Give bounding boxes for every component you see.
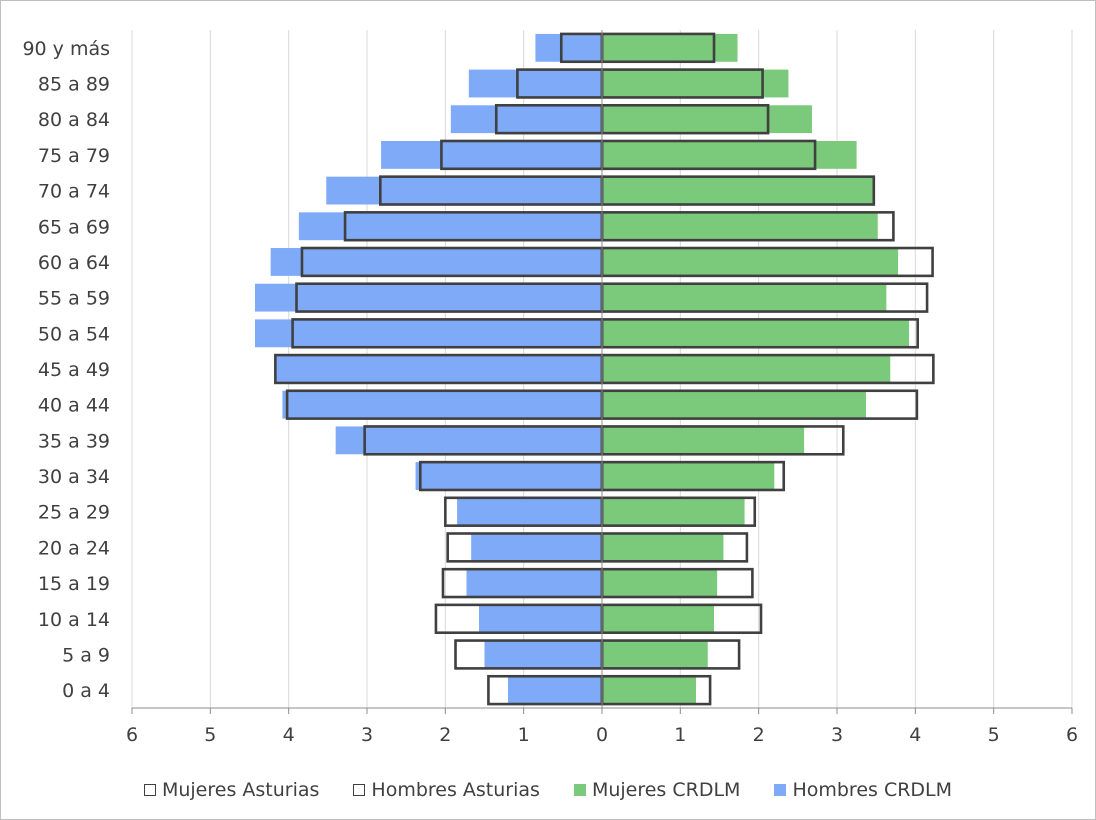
bar	[254, 319, 602, 348]
age-group-label: 85 a 89	[38, 74, 110, 96]
bar	[602, 426, 805, 455]
x-tick-label: 4	[909, 724, 921, 746]
bar	[282, 390, 602, 419]
legend: Mujeres Asturias Hombres Asturias Mujeres …	[0, 776, 1096, 804]
legend-swatch	[143, 784, 156, 796]
age-group-label: 20 a 24	[38, 537, 110, 559]
x-tick-label: 4	[283, 724, 295, 746]
age-group-label: 40 a 44	[38, 395, 110, 417]
x-tick-label: 5	[988, 724, 1000, 746]
legend-label: Mujeres Asturias	[161, 779, 320, 801]
bar	[602, 140, 857, 169]
bar	[602, 105, 812, 134]
bar	[335, 426, 602, 455]
bar	[602, 176, 874, 205]
x-tick-label: 3	[831, 724, 843, 746]
age-group-label: 75 a 79	[38, 145, 110, 167]
age-group-label: 60 a 64	[38, 252, 110, 274]
bar	[457, 497, 602, 526]
age-group-label: 65 a 69	[38, 216, 110, 238]
legend-label: Hombres CRDLM	[792, 779, 953, 801]
bar	[602, 390, 866, 419]
legend-item: Hombres CRDLM	[774, 779, 952, 801]
age-group-label: 45 a 49	[38, 359, 110, 381]
bar	[602, 533, 724, 562]
x-tick-label: 5	[204, 724, 216, 746]
x-tick-label: 2	[753, 724, 765, 746]
bar	[468, 69, 602, 98]
bar	[254, 283, 602, 312]
bar	[602, 462, 775, 490]
legend-swatch	[353, 784, 366, 796]
bar	[326, 176, 602, 205]
bar	[602, 497, 745, 526]
age-group-label: 15 a 19	[38, 573, 110, 595]
x-tick-label: 0	[596, 724, 608, 746]
bar	[471, 533, 602, 562]
category-labels: 0 a 4 5 a 9 10 a 14 15 a 19 20 a 24 25 a 29 30…	[22, 38, 110, 702]
bar	[602, 319, 910, 348]
age-group-label: 10 a 14	[38, 609, 110, 631]
x-tick-label: 1	[518, 724, 530, 746]
bar	[602, 604, 715, 633]
bar	[602, 69, 789, 98]
x-tick-label: 6	[1066, 724, 1078, 746]
bar	[450, 105, 602, 134]
age-group-label: 70 a 74	[38, 181, 110, 203]
bar	[602, 569, 718, 598]
age-group-label: 25 a 29	[38, 502, 110, 524]
age-group-label: 5 a 9	[62, 644, 110, 666]
age-group-label: 50 a 54	[38, 323, 110, 345]
bar	[602, 248, 899, 276]
age-group-label: 35 a 39	[38, 430, 110, 452]
bar	[602, 676, 696, 705]
bar	[535, 33, 602, 62]
filled-bars	[254, 33, 910, 705]
bar	[602, 355, 891, 383]
bar	[602, 283, 887, 312]
bar	[466, 569, 602, 598]
x-axis: 6 5 4 3 2 1 0 1 2 3 4 5 6	[126, 30, 1078, 746]
x-tick-label: 1	[674, 724, 686, 746]
age-group-label: 80 a 84	[38, 109, 110, 131]
bar	[415, 462, 602, 490]
bar	[602, 33, 738, 62]
legend-item: Mujeres Asturias	[143, 779, 320, 801]
bar	[508, 676, 602, 705]
legend-label: Hombres Asturias	[371, 779, 540, 801]
legend-label: Mujeres CRDLM	[591, 779, 741, 801]
bar	[484, 640, 602, 669]
legend-item: Hombres Asturias	[353, 779, 540, 801]
bar	[270, 248, 602, 276]
x-tick-label: 3	[361, 724, 373, 746]
age-group-label: 30 a 34	[38, 466, 110, 488]
bar	[381, 140, 602, 169]
legend-item: Mujeres CRDLM	[573, 779, 741, 801]
age-group-label: 90 y más	[22, 38, 110, 60]
legend-swatch	[774, 784, 787, 796]
x-tick-label: 6	[126, 724, 138, 746]
bar	[479, 604, 602, 633]
bar	[275, 355, 602, 383]
bar	[602, 212, 878, 241]
bar	[602, 640, 708, 669]
age-group-label: 55 a 59	[38, 288, 110, 310]
age-group-label: 0 a 4	[62, 680, 110, 702]
bar	[298, 212, 602, 241]
legend-swatch	[573, 784, 586, 796]
x-tick-label: 2	[439, 724, 451, 746]
